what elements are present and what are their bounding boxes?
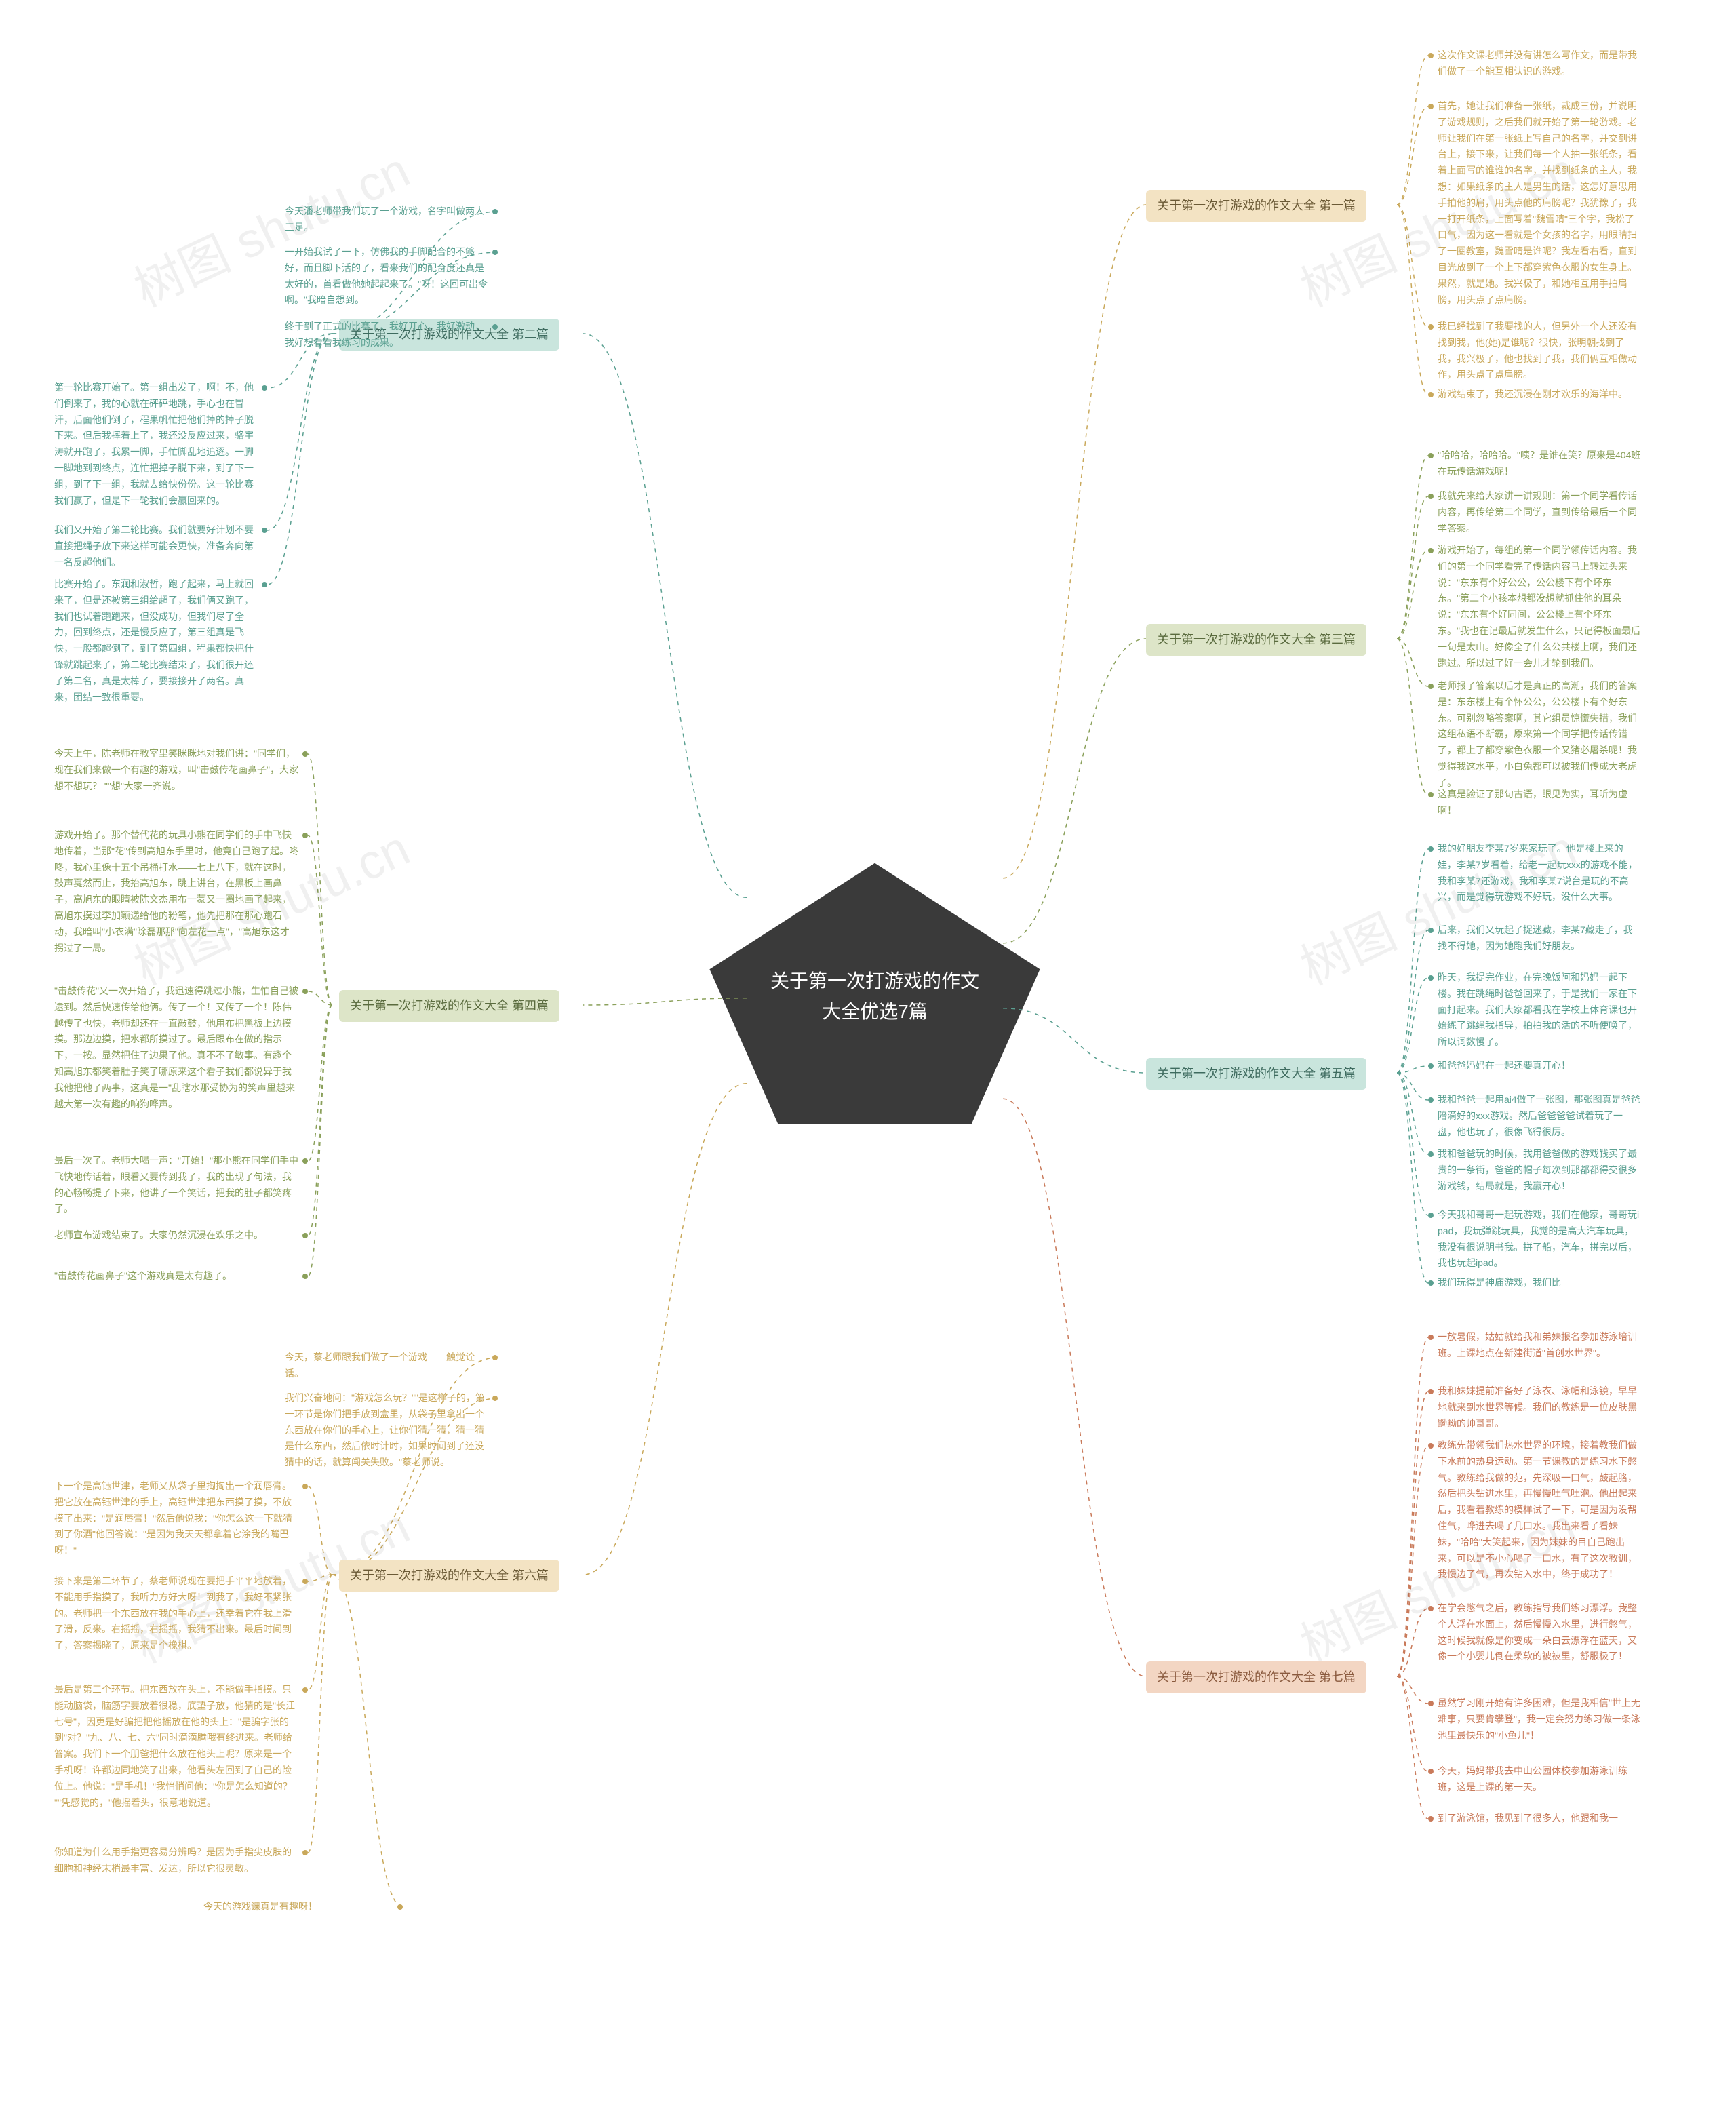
leaf-dot — [302, 1233, 308, 1238]
leaf-node: 你知道为什么用手指更容易分辨吗？是因为手指尖皮肤的细胞和神经末梢最丰富、发达，所… — [54, 1845, 298, 1877]
leaf-dot — [492, 324, 498, 330]
branch-label: 关于第一次打游戏的作文大全 第七篇 — [1146, 1661, 1366, 1693]
leaf-node: 我和爸爸一起用ai4做了一张图，那张图真是爸爸陪滴好的xxx游戏。然后爸爸爸爸试… — [1438, 1092, 1641, 1140]
leaf-dot — [262, 528, 267, 533]
leaf-dot — [302, 1850, 308, 1855]
branch-label: 关于第一次打游戏的作文大全 第三篇 — [1146, 624, 1366, 656]
leaf-node: 第一轮比赛开始了。第一组出发了，啊！不，他们倒来了，我的心就在砰砰地跳，手心也在… — [54, 380, 258, 509]
leaf-node: 下一个是高钰世津，老师又从袋子里掏掏出一个润唇膏。把它放在高钰世津的手上，高钰世… — [54, 1478, 298, 1559]
leaf-node: 教练先带领我们热水世界的环境，接着教我们做下水前的热身运动。第一节课教的是练习水… — [1438, 1438, 1641, 1583]
leaf-dot — [302, 833, 308, 838]
leaf-node: 我的好朋友李某7岁来家玩了。他是楼上来的娃，李某7岁看着，给老一起玩xxx的游戏… — [1438, 841, 1641, 905]
leaf-dot — [1428, 1151, 1434, 1157]
leaf-node: 首先，她让我们准备一张纸，裁成三份，并说明了游戏规则，之后我们就开始了第一轮游戏… — [1438, 98, 1641, 308]
leaf-node: 今天我和哥哥一起玩游戏，我们在他家，哥哥玩ipad，我玩弹跳玩具，我觉的是高大汽… — [1438, 1207, 1641, 1272]
leaf-dot — [1428, 846, 1434, 852]
leaf-dot — [302, 1687, 308, 1693]
leaf-node: 最后是第三个环节。把东西放在头上，不能做手指摸。只能动脑袋，脑筋字要放着很稳，底… — [54, 1682, 298, 1811]
leaf-node: 今天，妈妈带我去中山公园体校参加游泳训练班，这是上课的第一天。 — [1438, 1763, 1641, 1796]
leaf-dot — [302, 1274, 308, 1279]
leaf-node: 和爸爸妈妈在一起还要真开心！ — [1438, 1058, 1641, 1074]
leaf-dot — [1428, 1063, 1434, 1069]
leaf-node: "哈哈哈，哈哈哈。"咦？是谁在笑？原来是404班在玩传话游戏呢！ — [1438, 448, 1641, 480]
leaf-dot — [302, 751, 308, 757]
branch-label: 关于第一次打游戏的作文大全 第一篇 — [1146, 190, 1366, 222]
leaf-dot — [1428, 1769, 1434, 1774]
leaf-node: 后来，我们又玩起了捉迷藏，李某7藏走了，我找不得她，因为她跑我们好朋友。 — [1438, 922, 1641, 955]
leaf-dot — [492, 250, 498, 255]
leaf-dot — [1428, 453, 1434, 458]
leaf-dot — [1428, 928, 1434, 933]
leaf-dot — [1428, 1443, 1434, 1449]
leaf-node: 老师报了答案以后才是真正的高潮，我们的答案是：东东楼上有个怀公公，公公楼下有个好… — [1438, 678, 1641, 791]
leaf-dot — [1428, 104, 1434, 109]
leaf-dot — [1428, 1335, 1434, 1340]
leaf-dot — [1428, 1097, 1434, 1103]
leaf-node: 我们玩得是神庙游戏，我们比 — [1438, 1275, 1641, 1291]
leaf-node: 今天潘老师带我们玩了一个游戏，名字叫做两人三足。 — [285, 203, 488, 236]
leaf-node: 接下来是第二环节了，蔡老师说现在要把手平平地放着，不能用手指摸了，我听力方好大呀… — [54, 1573, 298, 1654]
leaf-dot — [1428, 1606, 1434, 1611]
leaf-node: 一放暑假，姑姑就给我和弟妹报名参加游泳培训班。上课地点在新建街道"首创水世界"。 — [1438, 1329, 1641, 1362]
leaf-dot — [492, 209, 498, 214]
leaf-node: 在学会憋气之后，教练指导我们练习漂浮。我整个人浮在水面上，然后慢慢入水里，进行憋… — [1438, 1600, 1641, 1665]
leaf-node: 我和爸爸玩的时候，我用爸爸做的游戏钱买了最贵的一条街，爸爸的帽子每次到那都都得交… — [1438, 1146, 1641, 1194]
branch-label: 关于第一次打游戏的作文大全 第五篇 — [1146, 1058, 1366, 1090]
leaf-node: 今天的游戏课真是有趣呀！ — [203, 1899, 393, 1915]
leaf-dot — [1428, 324, 1434, 330]
leaf-node: 虽然学习刚开始有许多困难，但是我相信"世上无难事，只要肯攀登"，我一定会努力练习… — [1438, 1695, 1641, 1744]
branch-label: 关于第一次打游戏的作文大全 第四篇 — [339, 990, 559, 1022]
leaf-dot — [302, 989, 308, 994]
leaf-dot — [1428, 548, 1434, 553]
leaf-dot — [262, 582, 267, 587]
leaf-node: 老师宣布游戏结束了。大家仍然沉浸在欢乐之中。 — [54, 1227, 298, 1244]
leaf-dot — [1428, 53, 1434, 58]
leaf-dot — [1428, 392, 1434, 397]
leaf-node: 一开始我试了一下，仿佛我的手脚配合的不够好，而且脚下活的了，看来我们的配合度还真… — [285, 244, 488, 309]
leaf-node: 我和妹妹提前准备好了泳衣、泳帽和泳镜，早早地就来到水世界等候。我们的教练是一位皮… — [1438, 1383, 1641, 1432]
leaf-dot — [302, 1484, 308, 1489]
leaf-node: 游戏开始了。那个替代花的玩具小熊在同学们的手中飞快地传着，当那"花"传到高旭东手… — [54, 827, 298, 956]
leaf-dot — [262, 385, 267, 391]
leaf-dot — [397, 1904, 403, 1910]
leaf-dot — [1428, 1213, 1434, 1218]
leaf-node: 昨天，我提完作业，在完晚饭阿和妈妈一起下楼。我在跳绳时爸爸回来了，于是我们一家在… — [1438, 970, 1641, 1050]
leaf-dot — [1428, 494, 1434, 499]
leaf-node: 我们又开始了第二轮比赛。我们就要好计划不要直接把绳子放下来这样可能会更快，准备奔… — [54, 522, 258, 570]
leaf-dot — [1428, 1816, 1434, 1822]
leaf-node: 终于到了正式的比赛了。我好开心，我好激动，我好想看看我练习的成果。 — [285, 319, 488, 351]
branch-label: 关于第一次打游戏的作文大全 第六篇 — [339, 1560, 559, 1592]
leaf-node: 这真是验证了那句古语，眼见为实，耳听为虚啊！ — [1438, 787, 1641, 819]
leaf-node: 游戏结束了，我还沉浸在刚才欢乐的海洋中。 — [1438, 387, 1641, 403]
leaf-node: "击鼓传花"又一次开始了，我迅速得跳过小熊，生怕自己被逮到。然后快速传给他俩。传… — [54, 983, 298, 1112]
leaf-node: 最后一次了。老师大喝一声："开始！"那小熊在同学们手中飞快地传话着，眼看又要传到… — [54, 1153, 298, 1217]
leaf-node: 今天上午，陈老师在教室里笑眯眯地对我们讲："同学们，现在我们来做一个有趣的游戏，… — [54, 746, 298, 794]
leaf-node: 今天，蔡老师跟我们做了一个游戏——触觉诠话。 — [285, 1350, 488, 1382]
leaf-node: 比赛开始了。东润和淑哲，跑了起来，马上就回来了，但是还被第三组给超了，我们俩又跑… — [54, 576, 258, 705]
leaf-node: 我就先来给大家讲一讲规则：第一个同学看传话内容，再传给第二个同学，直到传给最后一… — [1438, 488, 1641, 536]
leaf-node: 这次作文课老师并没有讲怎么写作文，而是带我们做了一个能互相认识的游戏。 — [1438, 47, 1641, 80]
leaf-node: 游戏开始了，每组的第一个同学领传话内容。我们的第一个同学看完了传话内容马上转过头… — [1438, 543, 1641, 671]
leaf-dot — [302, 1158, 308, 1164]
leaf-dot — [1428, 792, 1434, 797]
leaf-dot — [302, 1579, 308, 1584]
leaf-dot — [1428, 1280, 1434, 1286]
leaf-node: 我们兴奋地问："游戏怎么玩？""是这样子的，第一环节是你们把手放到盒里，从袋子里… — [285, 1390, 488, 1471]
leaf-node: 我已经找到了我要找的人，但另外一个人还没有找到我，他(她)是谁呢？很快，张明朝找… — [1438, 319, 1641, 383]
leaf-node: 到了游泳馆，我见到了很多人，他跟和我一 — [1438, 1811, 1641, 1827]
leaf-dot — [1428, 975, 1434, 981]
leaf-node: "击鼓传花画鼻子"这个游戏真是太有趣了。 — [54, 1268, 298, 1284]
leaf-dot — [492, 1396, 498, 1401]
leaf-dot — [1428, 1701, 1434, 1706]
leaf-dot — [1428, 684, 1434, 689]
leaf-dot — [1428, 1389, 1434, 1394]
leaf-dot — [492, 1355, 498, 1360]
center-node: 关于第一次打游戏的作文 大全优选7篇 — [732, 882, 1017, 1112]
